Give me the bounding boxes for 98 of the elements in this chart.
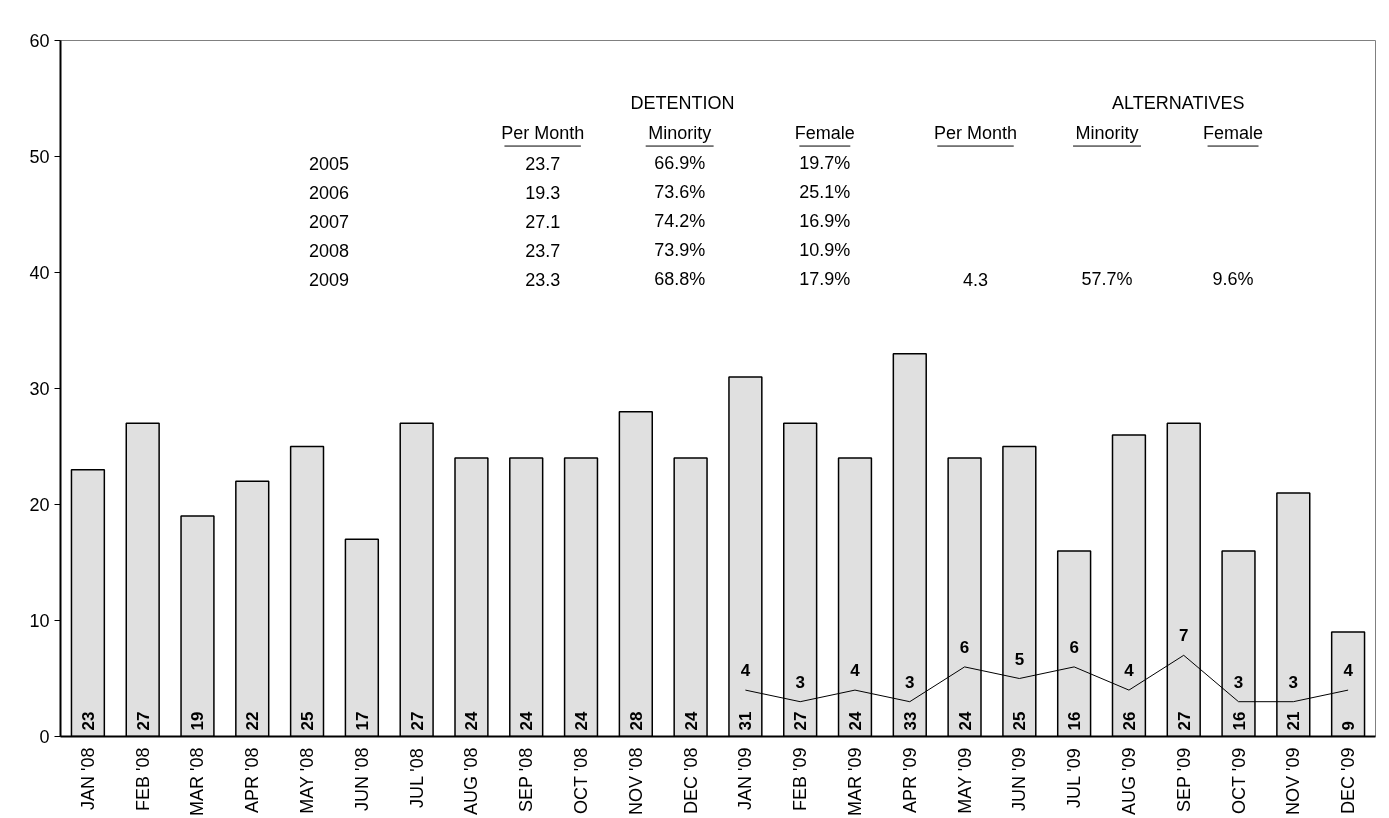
data-label: 6 <box>959 637 970 657</box>
annotation: 23.3 <box>525 269 561 290</box>
data-label: 28 <box>626 711 646 731</box>
annotation: 74.2% <box>654 211 706 232</box>
x-tick-label: MAY '08 <box>297 747 318 814</box>
annotation: 57.7% <box>1081 269 1133 290</box>
x-tick-label: JAN '08 <box>77 747 98 810</box>
x-tick-label: APR '08 <box>242 747 263 813</box>
y-tick-label: 30 <box>29 379 50 399</box>
x-tick-label: FEB '08 <box>132 747 153 811</box>
y-tick-label: 20 <box>29 495 50 515</box>
data-label: 3 <box>795 672 805 692</box>
x-tick-label: JUL '08 <box>406 748 427 808</box>
data-label: 27 <box>1174 711 1194 731</box>
annotation: DETENTION <box>630 93 735 114</box>
x-tick-label: JUN '08 <box>351 747 372 811</box>
y-tick-label: 40 <box>29 263 50 283</box>
data-label: 26 <box>1119 711 1139 731</box>
data-label: 17 <box>352 711 372 731</box>
data-label: 24 <box>517 711 537 731</box>
data-label: 16 <box>1229 711 1249 731</box>
y-tick-label: 0 <box>39 727 50 747</box>
data-label: 3 <box>1288 672 1299 692</box>
x-tick-label: FEB '09 <box>790 747 811 811</box>
x-tick-label: SEP '09 <box>1173 747 1194 812</box>
x-tick-label: NOV '08 <box>625 747 646 815</box>
data-label: 27 <box>791 711 811 731</box>
data-label: 24 <box>462 711 482 731</box>
annotation: Female <box>1203 123 1264 144</box>
x-tick-label: JUL '09 <box>1064 748 1085 808</box>
data-label: 24 <box>572 711 592 731</box>
data-label: 4 <box>1124 661 1135 681</box>
annotation: 10.9% <box>799 240 851 261</box>
data-label: 21 <box>1284 711 1304 731</box>
x-tick-label: DEC '08 <box>680 747 701 814</box>
x-tick-label: NOV '09 <box>1283 747 1304 815</box>
annotation: 73.9% <box>654 240 706 261</box>
annotation: Per Month <box>934 123 1018 144</box>
annotation: 66.9% <box>654 153 706 174</box>
annotation: Minority <box>1075 123 1139 144</box>
data-label: 7 <box>1179 626 1189 646</box>
data-label: 4 <box>1343 661 1354 681</box>
data-label: 25 <box>1010 711 1030 731</box>
data-label: 24 <box>681 711 701 731</box>
data-label: 27 <box>407 711 427 731</box>
annotation: 19.7% <box>799 153 851 174</box>
x-tick-label: AUG '08 <box>461 747 482 815</box>
data-label: 4 <box>740 661 751 681</box>
data-label: 22 <box>243 711 263 731</box>
annotation: 4.3 <box>963 269 989 290</box>
data-label: 3 <box>1233 672 1244 692</box>
annotation: Female <box>794 123 855 144</box>
annotation: 23.7 <box>525 153 561 174</box>
annotation: ALTERNATIVES <box>1112 93 1245 114</box>
x-tick-label: OCT '08 <box>571 747 592 814</box>
data-label: 24 <box>845 711 865 731</box>
data-label: 23 <box>78 711 98 731</box>
data-label: 4 <box>850 661 861 681</box>
data-label: 3 <box>905 672 915 692</box>
x-tick-label: MAY '09 <box>954 747 975 814</box>
annotation: 2005 <box>308 153 349 174</box>
annotation: 2006 <box>308 182 349 203</box>
annotation: 68.8% <box>654 269 706 290</box>
data-label: 16 <box>1065 711 1085 731</box>
y-tick-label: 10 <box>29 611 50 631</box>
annotation: 25.1% <box>799 182 851 203</box>
annotation: 16.9% <box>799 211 851 232</box>
y-tick-label: 60 <box>29 31 50 51</box>
data-label: 24 <box>955 711 975 731</box>
annotation: 23.7 <box>525 240 561 261</box>
data-label: 31 <box>736 711 756 731</box>
x-tick-label: DEC '09 <box>1338 747 1359 814</box>
annotation: 2007 <box>308 211 349 232</box>
x-tick-label: JAN '09 <box>735 747 756 810</box>
annotation: 19.3 <box>525 182 561 203</box>
x-tick-label: SEP '08 <box>516 747 537 812</box>
annotation: Per Month <box>501 123 585 144</box>
data-label: 33 <box>900 711 920 731</box>
annotation: Minority <box>648 123 712 144</box>
annotation: 73.6% <box>654 182 706 203</box>
data-label: 5 <box>1014 649 1025 669</box>
data-label: 27 <box>133 711 153 731</box>
annotation: 17.9% <box>799 269 851 290</box>
x-tick-label: OCT '09 <box>1228 747 1249 814</box>
annotation: 9.6% <box>1212 269 1254 290</box>
data-label: 19 <box>188 711 208 731</box>
data-label: 6 <box>1069 637 1079 657</box>
x-tick-label: AUG '09 <box>1118 747 1139 815</box>
data-label: 25 <box>298 711 318 731</box>
y-tick-label: 50 <box>29 147 50 167</box>
annotation: 27.1 <box>525 211 561 232</box>
data-label: 9 <box>1339 721 1359 731</box>
x-tick-label: MAR '08 <box>187 747 208 816</box>
x-tick-label: JUN '09 <box>1009 747 1030 811</box>
annotation: 2009 <box>308 269 349 290</box>
x-tick-label: APR '09 <box>899 747 920 813</box>
annotation: 2008 <box>308 240 349 261</box>
x-tick-label: MAR '09 <box>844 747 865 816</box>
